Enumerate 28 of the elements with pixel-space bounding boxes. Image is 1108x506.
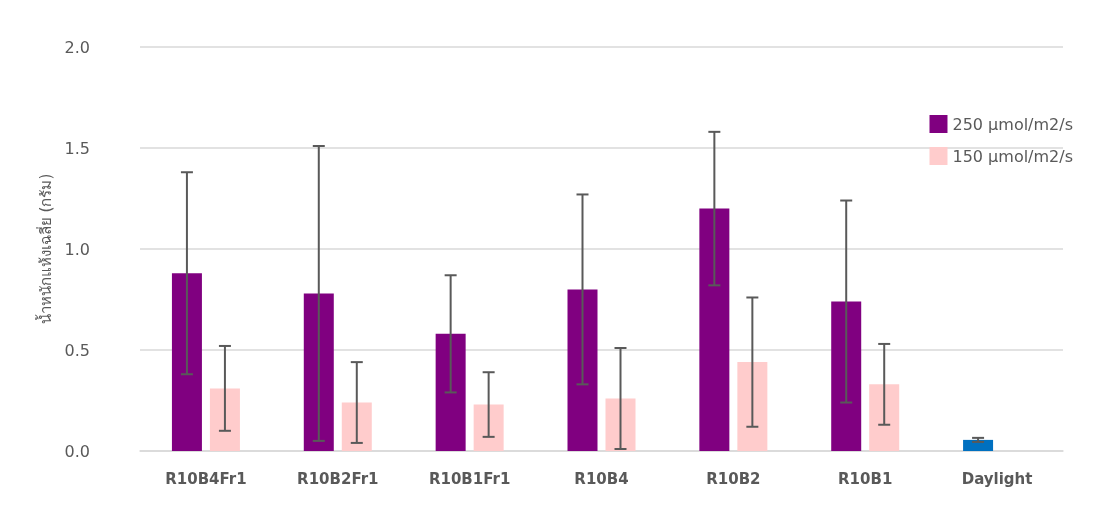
x-tick-label: R10B4 bbox=[574, 469, 629, 488]
bar bbox=[209, 388, 240, 451]
bar bbox=[567, 289, 598, 451]
legend-label: 250 µmol/m2/s bbox=[952, 114, 1074, 134]
x-tick-label: R10B1 bbox=[838, 469, 893, 488]
bar bbox=[303, 293, 334, 451]
bar bbox=[699, 208, 730, 451]
y-tick-label: 1.0 bbox=[64, 239, 90, 259]
x-tick-label: R10B2Fr1 bbox=[297, 469, 379, 488]
legend-label: 150 µmol/m2/s bbox=[952, 146, 1074, 166]
bar bbox=[869, 384, 900, 451]
y-tick-label: 0.5 bbox=[64, 340, 90, 360]
bar bbox=[831, 301, 862, 451]
x-tick-label: R10B1Fr1 bbox=[428, 469, 511, 488]
y-axis-title: น้ำหนักแห้งเฉลี่ย (กรัม) bbox=[35, 173, 56, 325]
x-tick-label: R10B4Fr1 bbox=[165, 469, 247, 488]
bar bbox=[737, 362, 768, 451]
bar bbox=[605, 398, 636, 451]
bar bbox=[473, 404, 504, 451]
bar bbox=[341, 402, 372, 451]
y-tick-label: 0.0 bbox=[64, 441, 90, 461]
x-tick-label: Daylight bbox=[961, 469, 1033, 488]
bar bbox=[963, 439, 994, 451]
y-tick-label: 2.0 bbox=[64, 37, 90, 57]
bar bbox=[171, 273, 202, 451]
x-tick-label: R10B2 bbox=[706, 469, 761, 488]
y-tick-label: 1.5 bbox=[64, 138, 90, 158]
bar bbox=[435, 333, 466, 451]
